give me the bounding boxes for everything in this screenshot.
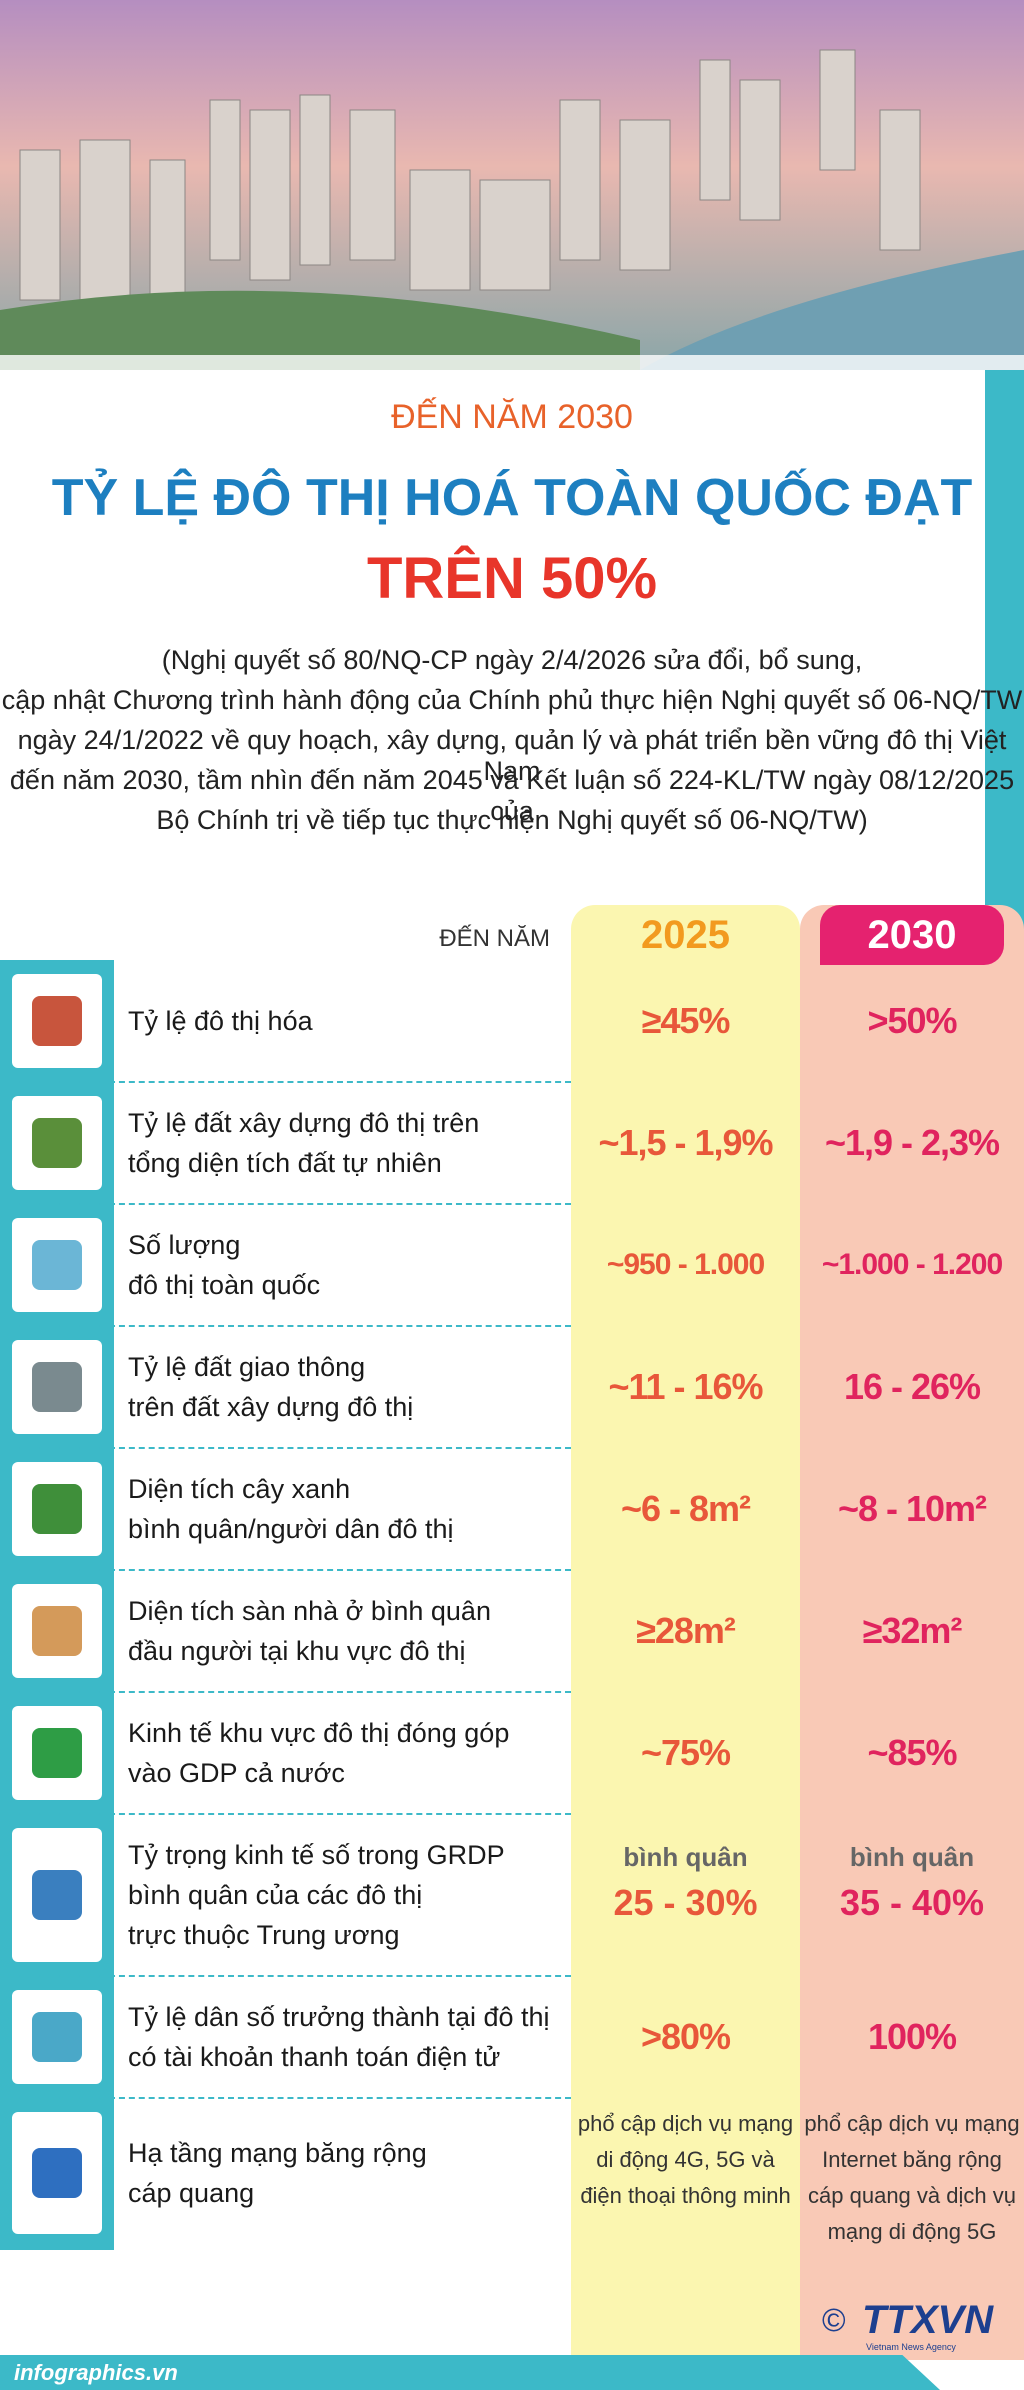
icon-shape [32,1240,82,1290]
icon-shape [32,1728,82,1778]
icon-shape [32,1362,82,1412]
row-divider [0,1813,571,1815]
row-divider [0,2097,571,2099]
title: TỶ LỆ ĐÔ THỊ HOÁ TOÀN QUỐC ĐẠT [51,469,973,527]
row-label: Tỷ lệ đô thị hóa [128,1006,313,1036]
icon-shape [32,1606,82,1656]
row-label: vào GDP cả nước [128,1758,345,1788]
row-label: Hạ tầng mạng băng rộng [128,2138,427,2168]
row-label: cáp quang [128,2178,255,2208]
row-icon [12,1990,102,2084]
row-value: >80% [640,2016,731,2057]
column-2025-bg [571,905,800,2360]
row-value: ≥32m² [862,1610,963,1651]
row-value: ≥45% [641,1000,731,1041]
row-label: trên đất xây dựng đô thị [128,1392,414,1422]
row-divider [0,1691,571,1693]
row-label: Tỷ lệ đất giao thông [128,1352,366,1382]
description-line: đến năm 2030, tầm nhìn đến năm 2045 và K… [9,765,1015,826]
row-value: 16 - 26% [843,1366,981,1407]
row-label: Kinh tế khu vực đô thị đóng góp [128,1718,510,1748]
row-value: ~6 - 8m² [620,1488,751,1529]
icon-shape [32,996,82,1046]
column-header: 2030 [820,905,1004,965]
row-divider [0,1569,571,1571]
row-label: Tỷ lệ đất xây dựng đô thị trên [128,1108,480,1138]
row-value: 25 - 30% [613,1882,758,1923]
row-value: ~11 - 16% [608,1366,763,1407]
row-label: Tỷ trọng kinh tế số trong GRDP [128,1840,505,1870]
row-icon [12,1462,102,1556]
row-value: 35 - 40% [839,1882,985,1923]
row-label: đô thị toàn quốc [128,1270,321,1300]
row-value: ≥28m² [636,1610,736,1651]
column-2030-bg [800,905,1024,2360]
row-value: ~8 - 10m² [837,1488,987,1529]
description-line: (Nghị quyết số 80/NQ-CP ngày 2/4/2026 sử… [161,645,863,675]
footer-site: infographics.vn [14,2360,178,2385]
row-icon [12,1584,102,1678]
city-banner [0,0,1024,370]
footer-copyright: © [822,2302,846,2338]
icon-shape [32,2012,82,2062]
footer-credit: TTXVN [862,2298,994,2342]
icon-shape [32,1118,82,1168]
icon-shape [32,1870,82,1920]
row-icon [12,2112,102,2234]
row-label: tổng diện tích đất tự nhiên [128,1148,442,1178]
row-icon [12,1096,102,1190]
row-value-text: phổ cập dịch vụ mạng [804,2111,1020,2136]
column-label: ĐẾN NĂM [439,925,550,952]
row-divider [0,1325,571,1327]
row-label: bình quân/người dân đô thị [128,1514,454,1544]
row-value-text: di động 4G, 5G và [596,2147,775,2172]
pretitle: ĐẾN NĂM 2030 [391,398,633,436]
row-label: Số lượng [128,1230,241,1260]
description-line: Bộ Chính trị về tiếp tục thực hiện Nghị … [156,805,868,835]
row-note: bình quân [623,1842,748,1872]
row-icon [12,1340,102,1434]
icon-shape [32,1484,82,1534]
row-value: >50% [867,1000,957,1041]
row-value: ~950 - 1.000 [606,1248,765,1281]
row-divider [0,1447,571,1449]
row-icon [12,1218,102,1312]
row-label: bình quân của các đô thị [128,1880,423,1910]
row-label: Diện tích sàn nhà ở bình quân [128,1596,491,1626]
column-header: 2025 [641,913,730,957]
row-icon [12,974,102,1068]
description-line: ngày 24/1/2022 về quy hoạch, xây dựng, q… [17,725,1007,786]
row-value: ~75% [640,1732,731,1773]
row-value: ~1,9 - 2,3% [824,1122,1000,1163]
row-value: ~1.000 - 1.200 [821,1248,1003,1281]
icon-shape [32,2148,82,2198]
row-value: ~85% [867,1732,957,1773]
row-value-text: mạng di động 5G [827,2219,997,2244]
footer-agency: Vietnam News Agency [866,2342,956,2352]
highlight: TRÊN 50% [366,546,658,611]
footer-bar [0,2355,940,2390]
row-icon [12,1706,102,1800]
row-value: 100% [867,2016,957,2057]
row-label: có tài khoản thanh toán điện tử [128,2042,501,2072]
row-label: Tỷ lệ dân số trưởng thành tại đô thị [128,2002,550,2032]
row-value: ~1,5 - 1,9% [598,1122,773,1163]
row-label: Diện tích cây xanh [128,1474,351,1504]
row-divider [0,1203,571,1205]
row-label: trực thuộc Trung ương [128,1920,400,1950]
row-value-text: điện thoại thông minh [580,2183,791,2208]
row-value-text: cáp quang và dịch vụ [808,2183,1016,2208]
row-divider [0,1081,571,1083]
row-divider [0,1975,571,1977]
row-label: đầu người tại khu vực đô thị [128,1636,466,1666]
row-note: bình quân [849,1842,975,1872]
row-icon [12,1828,102,1962]
row-value-text: Internet băng rộng [822,2147,1002,2172]
description-line: cập nhật Chương trình hành động của Chín… [1,685,1023,715]
row-value-text: phổ cập dịch vụ mạng [577,2111,794,2136]
